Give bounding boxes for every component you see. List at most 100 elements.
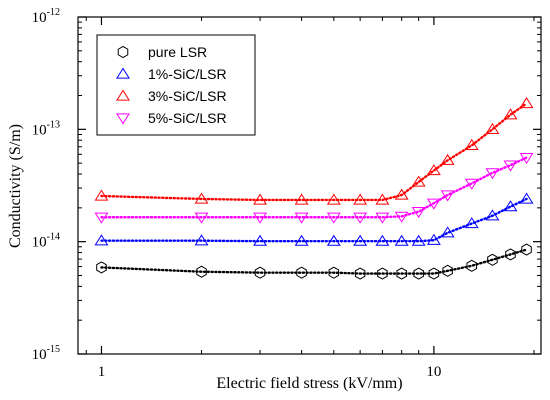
- data-point: [353, 193, 368, 205]
- data-point: [440, 153, 455, 165]
- y-tick-exponent: -13: [47, 119, 60, 130]
- plot-area-frame: [77, 16, 542, 355]
- series-fit-line: [100, 102, 528, 202]
- y-tick-exponent: -15: [47, 344, 60, 355]
- data-point: [503, 108, 518, 120]
- series-1: [94, 192, 534, 246]
- series-fit-line: [100, 197, 528, 243]
- data-point: [440, 226, 455, 238]
- data-point: [353, 234, 368, 246]
- y-tick-label: 10-15: [32, 344, 60, 363]
- legend-label: 1%-SiC/LSR: [148, 66, 227, 82]
- y-tick-base: 10: [32, 122, 47, 138]
- data-point: [353, 212, 368, 224]
- data-point: [254, 266, 266, 279]
- y-tick-exponent: -14: [47, 232, 60, 243]
- y-axis-label: Conductivity (S/m): [7, 124, 24, 248]
- data-point: [196, 265, 207, 278]
- legend-label: pure LSR: [148, 44, 207, 60]
- x-axis: 1 10: [85, 17, 535, 380]
- x-tick-label: 1: [98, 364, 106, 380]
- data-point: [428, 267, 440, 280]
- series-0: [96, 243, 532, 280]
- data-point: [328, 266, 340, 279]
- data-point: [411, 234, 426, 246]
- data-point: [521, 243, 532, 256]
- data-point: [426, 233, 441, 245]
- legend-marker: [116, 67, 130, 79]
- data-point: [253, 193, 268, 205]
- data-point: [487, 253, 498, 266]
- data-point: [375, 212, 390, 224]
- legend: pure LSR 1%-SiC/LSR 3%-SiC/LSR 5%-SiC/LSR: [96, 34, 256, 136]
- legend-marker: [116, 113, 130, 125]
- data-point: [464, 178, 479, 190]
- data-point: [485, 209, 500, 221]
- data-point: [411, 207, 426, 219]
- data-point: [411, 175, 426, 187]
- legend-label: 5%-SiC/LSR: [148, 110, 227, 126]
- data-point: [354, 267, 366, 280]
- data-point: [326, 193, 341, 205]
- data-point: [394, 211, 409, 223]
- data-point: [413, 267, 424, 280]
- series-fit-line: [100, 248, 528, 275]
- data-point: [94, 212, 109, 224]
- series-layer: [94, 97, 534, 280]
- y-tick-label: 10-12: [32, 7, 60, 26]
- data-point: [194, 234, 209, 246]
- data-point: [464, 138, 479, 150]
- y-tick-label: 10-13: [32, 119, 60, 138]
- x-tick-label: 10: [426, 364, 441, 380]
- legend-marker: [116, 89, 130, 101]
- data-point: [519, 192, 534, 204]
- y-tick-base: 10: [32, 10, 47, 26]
- data-point: [375, 234, 390, 246]
- data-point: [466, 259, 478, 272]
- data-point: [94, 234, 109, 246]
- data-point: [377, 267, 388, 280]
- data-point: [396, 267, 407, 280]
- data-point: [519, 152, 534, 165]
- y-tick-base: 10: [32, 235, 47, 251]
- data-point: [440, 190, 455, 202]
- legend-marker: [117, 45, 129, 59]
- data-point: [96, 261, 107, 274]
- data-point: [294, 193, 309, 205]
- data-point: [194, 212, 209, 224]
- x-axis-label: Electric field stress (kV/mm): [216, 375, 402, 392]
- legend-label: 3%-SiC/LSR: [148, 88, 227, 104]
- data-point: [464, 217, 479, 229]
- data-point: [505, 248, 516, 261]
- legend-box: [96, 34, 256, 136]
- data-point: [326, 212, 341, 224]
- data-point: [503, 160, 518, 172]
- data-point: [326, 234, 341, 246]
- data-point: [394, 234, 409, 246]
- data-point: [94, 189, 109, 201]
- series-3: [94, 152, 534, 224]
- y-tick-base: 10: [32, 347, 47, 363]
- series-fit-line: [100, 156, 528, 219]
- data-point: [442, 264, 453, 277]
- data-point: [253, 212, 268, 224]
- data-point: [426, 164, 441, 176]
- y-tick-exponent: -12: [47, 7, 60, 18]
- data-point: [194, 192, 209, 204]
- data-point: [426, 198, 441, 210]
- data-point: [294, 234, 309, 246]
- y-tick-label: 10-14: [32, 232, 60, 251]
- data-point: [375, 193, 390, 205]
- data-point: [294, 212, 309, 224]
- data-point: [519, 97, 534, 109]
- data-point: [503, 200, 518, 212]
- data-point: [485, 122, 500, 134]
- series-2: [94, 97, 534, 205]
- data-point: [296, 266, 307, 279]
- data-point: [394, 188, 409, 200]
- data-point: [253, 234, 268, 246]
- data-point: [485, 168, 500, 180]
